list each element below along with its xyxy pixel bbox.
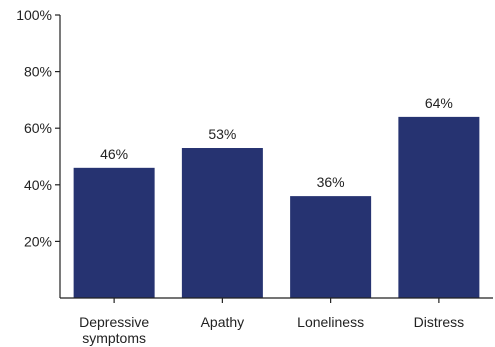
bar [398,116,480,298]
x-category-label-line: Loneliness [297,314,364,330]
x-category-label-line: symptoms [82,330,146,346]
data-labels: 46% 53% 36% 64% [100,95,453,190]
x-category-label-line: Depressive [79,314,149,330]
y-tick-label: 20% [24,233,52,249]
y-axis: 20% 40% 60% 80% 100% [16,7,61,298]
x-category-label: Apathy [201,314,245,330]
bar [290,196,372,298]
bar [73,167,155,298]
data-label: 46% [100,146,128,162]
data-label: 64% [425,95,453,111]
data-label: 36% [317,174,345,190]
y-tick-label: 60% [24,120,52,136]
x-category-label-line: Distress [414,314,465,330]
y-tick-label: 80% [24,64,52,80]
x-axis: Depressive symptoms Apathy Loneliness Distre… [60,297,493,346]
x-category-label-line: Apathy [201,314,245,330]
y-tick-label: 40% [24,177,52,193]
bars [73,116,480,298]
x-category-label: Loneliness [297,314,364,330]
data-label: 53% [208,126,236,142]
y-tick-label: 100% [16,7,52,23]
x-category-label: Depressive symptoms [79,314,149,346]
x-category-label: Distress [414,314,465,330]
bar [181,148,263,298]
